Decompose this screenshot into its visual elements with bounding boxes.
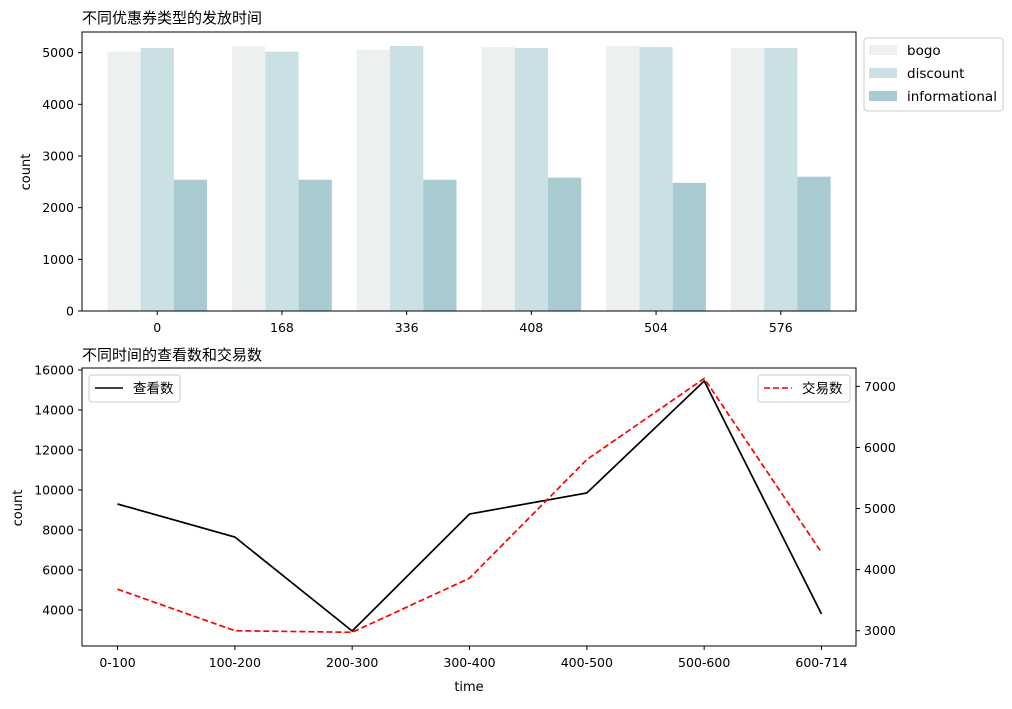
line-left-y-tick-label: 12000 [34,443,74,458]
bar-y-tick-label: 4000 [42,97,74,112]
line-right-y-tick-label: 5000 [864,501,896,516]
line-x-tick-label: 100-200 [209,655,261,670]
bar-bogo-168 [232,46,266,311]
bar-y-tick-label: 3000 [42,149,74,164]
line-series-views [117,379,823,633]
line-left-y-tick-label: 6000 [42,563,74,578]
bar-discount-0 [140,48,174,312]
line-left-y-tick-label: 16000 [34,363,74,378]
bar-legend: bogo discount informational [863,37,1004,112]
bar-bogo-336 [356,49,391,312]
line-plot-frame [81,367,857,647]
line-chart: 不同时间的查看数和交易数 4000 6000 8000 10000 12000 14000… [11,346,896,695]
line-legend-left: 查看数 [88,374,181,403]
line-right-y-tick-label: 7000 [864,379,896,394]
line-right-y-tick-label: 6000 [864,440,896,455]
line-left-y-tick-label: 10000 [34,483,74,498]
line-right-y-axis: 3000 4000 5000 6000 7000 [856,379,896,638]
line-left-y-tick-label: 8000 [42,523,74,538]
bar-chart-title: 不同优惠券类型的发放时间 [82,9,262,27]
line-left-y-axis: 4000 6000 8000 10000 12000 14000 16000 [34,363,82,618]
line-x-tick-label: 500-600 [678,655,730,670]
legend-swatch-informational [869,91,897,101]
bar-chart: 不同优惠券类型的发放时间 0 1000 2000 3000 4000 5000 0 168 3… [19,9,1004,335]
line-x-tick-label: 400-500 [561,655,613,670]
bar-x-axis: 0 168 336 408 504 576 [153,311,793,335]
bar-x-tick-label: 576 [769,320,793,335]
legend-label-views: 查看数 [133,381,174,397]
bar-bogo-408 [481,46,515,311]
bar-discount-336 [390,45,424,311]
legend-swatch-bogo [869,45,897,55]
bar-legend-frame [863,37,1004,112]
legend-label-transactions: 交易数 [802,380,843,397]
bar-bogo-504 [606,45,640,311]
bar-informational-576 [797,176,831,311]
line-marks [117,377,823,634]
bar-informational-168 [298,179,332,311]
legend-swatch-discount [869,68,897,78]
bar-y-tick-label: 1000 [42,252,74,267]
line-right-y-tick-label: 3000 [864,623,896,638]
line-legend-right-frame [757,374,851,403]
line-x-tick-label: 300-400 [443,655,495,670]
bar-bogo-0 [107,51,141,312]
bar-discount-504 [639,46,673,311]
bar-x-tick-label: 504 [644,320,668,335]
bar-y-tick-label: 2000 [42,200,74,215]
line-x-axis-label: time [454,680,483,695]
line-y-axis-label: count [11,490,26,527]
bar-x-tick-label: 408 [519,320,543,335]
bar-informational-336 [423,179,457,311]
bar-x-tick-label: 0 [153,320,161,335]
bar-y-tick-label: 0 [66,304,74,319]
bar-y-axis: 0 1000 2000 3000 4000 5000 [42,45,82,319]
bar-x-tick-label: 336 [395,320,419,335]
line-right-y-tick-label: 4000 [864,562,896,577]
line-series-transactions [117,377,823,634]
line-left-y-tick-label: 14000 [34,403,74,418]
bar-y-tick-label: 5000 [42,45,74,60]
bar-informational-504 [672,182,706,311]
bar-plot-frame [81,31,857,312]
bar-discount-168 [265,51,299,312]
legend-label-informational: informational [907,89,997,105]
bar-discount-576 [764,48,798,312]
bar-x-tick-label: 168 [270,320,294,335]
legend-label-discount: discount [907,66,964,82]
bar-informational-0 [173,179,208,311]
line-legend-left-frame [88,374,181,403]
bar-bogo-576 [730,48,765,312]
line-chart-title: 不同时间的查看数和交易数 [82,346,262,364]
line-x-tick-label: 600-714 [795,655,847,670]
line-x-tick-label: 0-100 [99,655,135,670]
legend-label-bogo: bogo [907,43,941,59]
bar-discount-408 [514,48,548,312]
bar-informational-408 [547,177,582,311]
line-x-tick-label: 200-300 [326,655,378,670]
bar-y-axis-label: count [19,154,34,191]
line-legend-right: 交易数 [757,374,851,403]
bar-marks [107,45,831,312]
line-left-y-tick-label: 4000 [42,603,74,618]
line-x-axis: 0-100 100-200 200-300 300-400 400-500 500-600… [99,646,848,670]
